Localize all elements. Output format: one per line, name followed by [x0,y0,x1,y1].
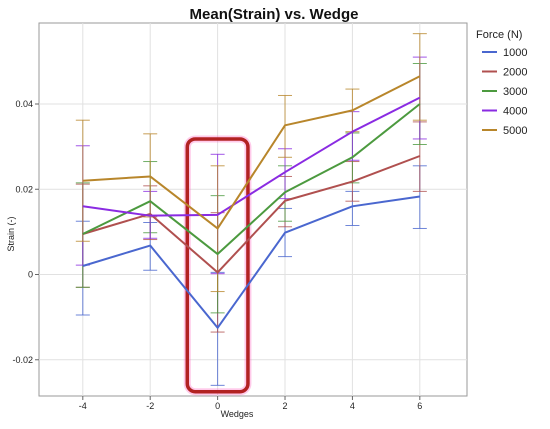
legend-label-1000: 1000 [503,47,527,59]
y-tick-label: 0 [28,270,33,280]
highlight-layer [183,135,252,396]
x-tick-label: 6 [417,401,422,411]
legend-label-3000: 3000 [503,86,527,98]
legend: Force (N) 1000 2000 3000 4000 5000 [476,29,527,137]
y-tick-labels: -0.02 0 0.02 0.04 [12,99,33,365]
x-tick-label: -2 [146,401,154,411]
series-line-2000 [82,155,421,274]
x-tick-label: 0 [215,401,220,411]
y-tick-label: 0.02 [15,184,33,194]
chart-title: Mean(Strain) vs. Wedge [190,6,359,23]
series-layer [82,75,421,329]
legend-title: Force (N) [476,29,522,41]
x-tick-label: 4 [350,401,355,411]
x-tick-label: 2 [283,401,288,411]
series-line-1000 [82,195,420,329]
y-axis-label: Strain (-) [6,216,16,251]
highlight-box [185,137,250,394]
series-line-4000 [82,96,421,217]
legend-label-4000: 4000 [503,106,527,118]
series-line-3000 [82,103,421,256]
x-axis-label: Wedges [221,409,254,419]
series-line-5000 [82,75,421,230]
legend-label-5000: 5000 [503,125,527,137]
x-tick-label: -4 [79,401,87,411]
x-tick-labels: -4 -2 0 2 4 6 [79,401,423,411]
y-tick-label: -0.02 [12,355,33,365]
legend-label-2000: 2000 [503,67,527,79]
y-tick-label: 0.04 [15,99,33,109]
